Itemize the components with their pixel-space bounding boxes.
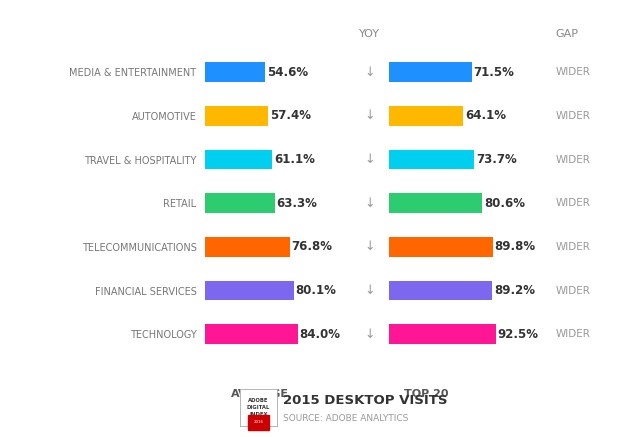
Text: 57.4%: 57.4% [270,109,311,122]
Bar [205,324,298,344]
Text: WIDER: WIDER [556,155,590,164]
Text: DIGITAL: DIGITAL [247,405,270,410]
Text: 73.7%: 73.7% [476,153,517,166]
Text: 89.2%: 89.2% [494,284,535,297]
Text: ↓: ↓ [364,153,375,166]
Text: 76.8%: 76.8% [292,240,333,253]
Text: WIDER: WIDER [556,111,590,121]
Bar [205,193,275,213]
Bar [205,149,273,169]
Text: YOY: YOY [359,29,380,39]
Text: AVERAGE: AVERAGE [230,389,289,399]
Text: GAP: GAP [555,29,578,39]
Text: 2016: 2016 [253,420,264,424]
Text: WIDER: WIDER [556,242,590,252]
Text: WIDER: WIDER [556,329,590,339]
Text: 63.3%: 63.3% [276,197,317,210]
Text: SOURCE: ADOBE ANALYTICS: SOURCE: ADOBE ANALYTICS [283,414,408,423]
Text: 54.6%: 54.6% [267,66,308,79]
Bar [389,324,496,344]
Text: ↓: ↓ [364,197,375,210]
Text: 89.8%: 89.8% [495,240,536,253]
Bar [205,237,290,257]
Text: TOP 20: TOP 20 [404,389,449,399]
Bar [205,62,266,82]
Text: 61.1%: 61.1% [274,153,315,166]
Text: 92.5%: 92.5% [498,328,539,341]
Bar [389,62,472,82]
Text: 2015 DESKTOP VISITS: 2015 DESKTOP VISITS [283,394,447,407]
Bar [389,106,463,126]
Text: ↓: ↓ [364,328,375,341]
Bar [205,106,268,126]
Text: ↓: ↓ [364,284,375,297]
Bar [389,281,492,301]
Text: 84.0%: 84.0% [300,328,340,341]
Text: ↓: ↓ [364,66,375,79]
Text: 80.1%: 80.1% [295,284,336,297]
Text: INDEX: INDEX [250,413,268,417]
Text: 80.6%: 80.6% [484,197,525,210]
Text: ADOBE: ADOBE [248,398,269,402]
Text: WIDER: WIDER [556,286,590,295]
Bar [389,149,474,169]
Bar [389,193,483,213]
Text: 64.1%: 64.1% [465,109,506,122]
Text: 71.5%: 71.5% [474,66,515,79]
Text: ↓: ↓ [364,240,375,253]
Text: WIDER: WIDER [556,198,590,208]
Text: ↓: ↓ [364,109,375,122]
Text: WIDER: WIDER [556,67,590,77]
Bar [389,237,493,257]
Bar [205,281,294,301]
